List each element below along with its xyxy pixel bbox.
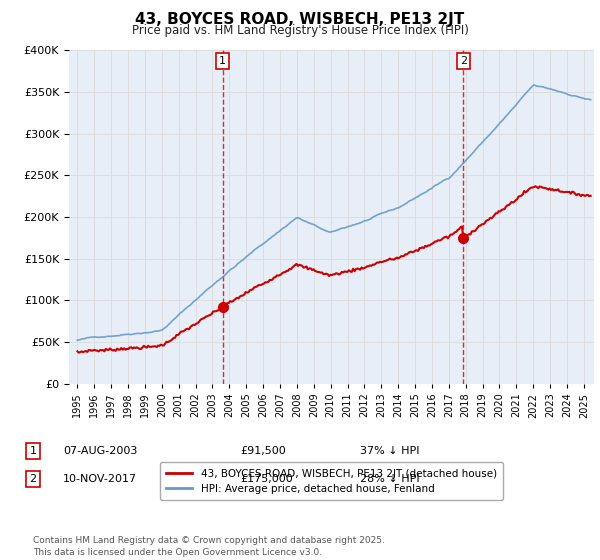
Text: 1: 1 <box>219 56 226 66</box>
Text: £175,000: £175,000 <box>240 474 293 484</box>
Text: 1: 1 <box>29 446 37 456</box>
Text: 07-AUG-2003: 07-AUG-2003 <box>63 446 137 456</box>
Text: £91,500: £91,500 <box>240 446 286 456</box>
Text: 43, BOYCES ROAD, WISBECH, PE13 2JT: 43, BOYCES ROAD, WISBECH, PE13 2JT <box>136 12 464 27</box>
Text: Price paid vs. HM Land Registry's House Price Index (HPI): Price paid vs. HM Land Registry's House … <box>131 24 469 37</box>
Text: Contains HM Land Registry data © Crown copyright and database right 2025.
This d: Contains HM Land Registry data © Crown c… <box>33 536 385 557</box>
Text: 2: 2 <box>29 474 37 484</box>
Text: 37% ↓ HPI: 37% ↓ HPI <box>360 446 419 456</box>
Legend: 43, BOYCES ROAD, WISBECH, PE13 2JT (detached house), HPI: Average price, detache: 43, BOYCES ROAD, WISBECH, PE13 2JT (deta… <box>160 463 503 500</box>
Text: 10-NOV-2017: 10-NOV-2017 <box>63 474 137 484</box>
Text: 2: 2 <box>460 56 467 66</box>
Text: 28% ↓ HPI: 28% ↓ HPI <box>360 474 419 484</box>
